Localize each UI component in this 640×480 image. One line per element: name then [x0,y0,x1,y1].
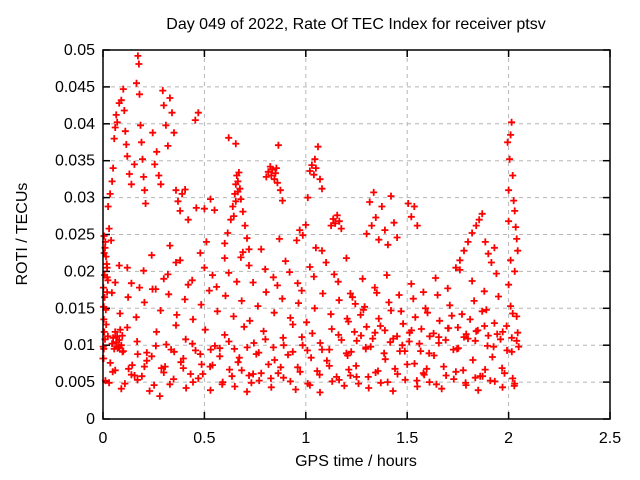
chart-title: Day 049 of 2022, Rate Of TEC Index for r… [166,16,545,33]
svg-text:1: 1 [301,430,310,447]
plot-border [102,49,611,420]
svg-text:0.025: 0.025 [55,227,95,244]
svg-text:0.5: 0.5 [193,430,215,447]
svg-text:0.045: 0.045 [55,79,95,96]
svg-text:0.02: 0.02 [64,263,95,280]
svg-text:0.035: 0.035 [55,153,95,170]
svg-text:0.005: 0.005 [55,374,95,391]
svg-text:0.04: 0.04 [64,116,95,133]
svg-text:2.5: 2.5 [599,430,621,447]
svg-text:0.01: 0.01 [64,337,95,354]
svg-text:0.05: 0.05 [64,42,95,59]
svg-text:0.03: 0.03 [64,190,95,207]
x-axis-label: GPS time / hours [295,453,417,470]
svg-text:0: 0 [99,430,108,447]
svg-text:1.5: 1.5 [396,430,418,447]
svg-text:2: 2 [504,430,513,447]
tick-labels: 0 0.5 1 1.5 2 2.5 0 0.005 0.01 0.015 0.02 0.025 0.03… [55,42,621,447]
svg-text:0.015: 0.015 [55,300,95,317]
y-axis-label: ROTI / TECUs [14,183,31,286]
svg-text:0: 0 [86,411,95,428]
